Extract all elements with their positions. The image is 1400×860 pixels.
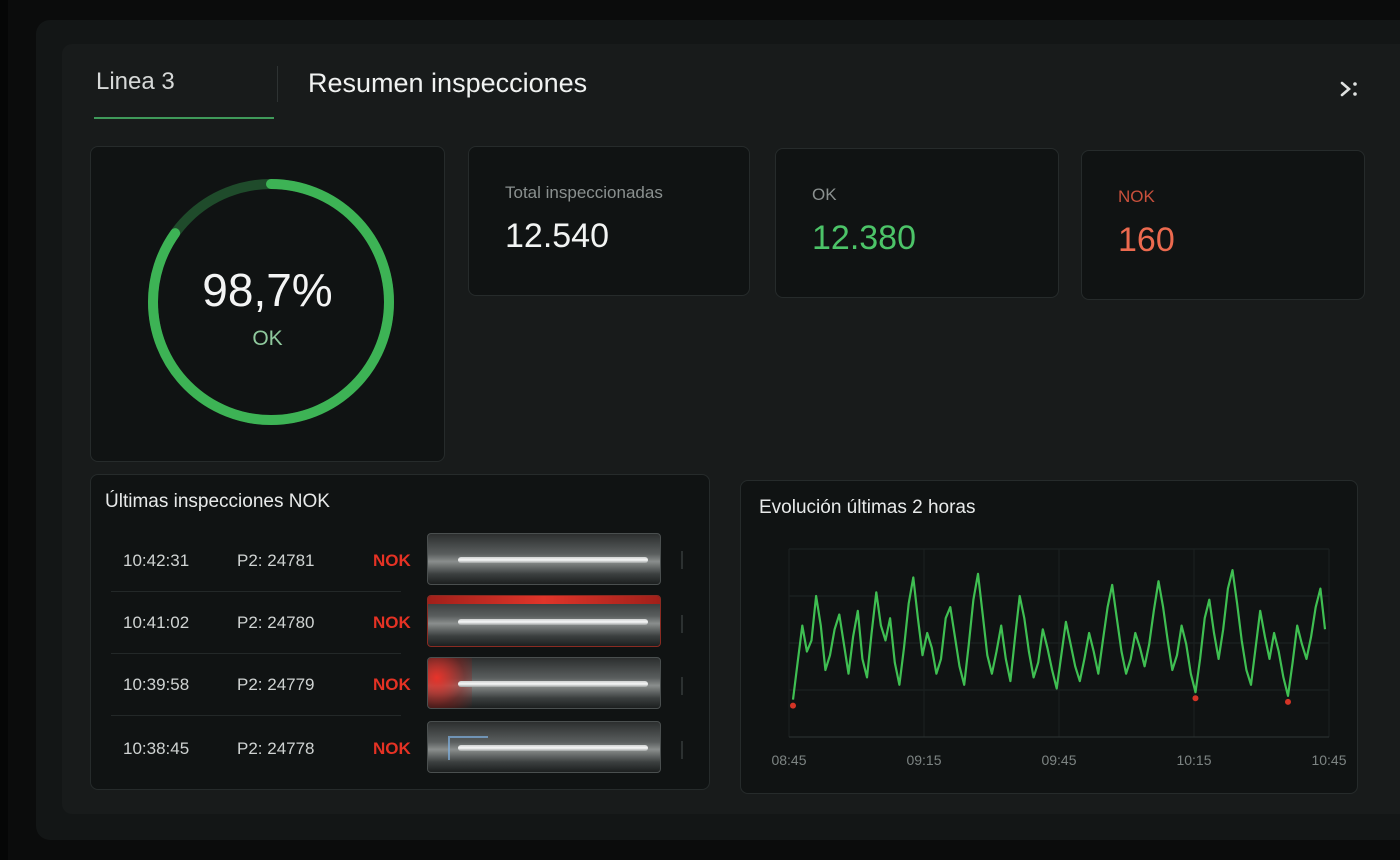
ok-rate-value: 98,7% (202, 264, 333, 316)
nok-status: NOK (373, 675, 411, 694)
nok-time: 10:38:45 (123, 739, 190, 758)
nok-point (1284, 698, 1291, 705)
nok-status: NOK (373, 613, 411, 632)
row-divider (111, 591, 401, 592)
series-line (791, 569, 1327, 700)
row-divider (111, 715, 401, 716)
nok-status: NOK (373, 739, 411, 758)
total-inspected-value: 12.540 (505, 217, 609, 255)
x-tick-label: 10:15 (1176, 752, 1211, 768)
ok-rate-card: 98,7% OK (90, 146, 445, 462)
ok-count-card: OK 12.380 (775, 148, 1059, 298)
x-tick-label: 09:45 (1041, 752, 1076, 768)
nok-part-id: P2: 24780 (237, 613, 315, 632)
nok-thumbnail[interactable] (427, 657, 661, 709)
x-tick-label: 08:45 (771, 752, 806, 768)
latest-nok-card: Últimas inspecciones NOK 10:42:31 P2: 24… (90, 474, 710, 790)
nok-count-label: NOK (1118, 187, 1155, 206)
nok-thumbnail[interactable] (427, 721, 661, 773)
row-handle (681, 615, 683, 633)
row-divider (111, 653, 401, 654)
active-tab-indicator (94, 117, 274, 119)
nok-count-value: 160 (1118, 221, 1175, 259)
nok-part-id: P2: 24778 (237, 739, 315, 758)
x-tick-label: 09:15 (906, 752, 941, 768)
nok-row[interactable]: 10:38:45 P2: 24778 NOK (111, 721, 691, 777)
nok-point (1192, 695, 1199, 702)
tab-linea-3[interactable]: Linea 3 (96, 68, 175, 95)
ok-count-label: OK (812, 185, 837, 204)
x-tick-label: 10:45 (1311, 752, 1346, 768)
nok-time: 10:41:02 (123, 613, 190, 632)
total-inspected-label: Total inspeccionadas (505, 183, 663, 202)
nok-row[interactable]: 10:39:58 P2: 24779 NOK (111, 657, 691, 713)
nok-part-id: P2: 24781 (237, 551, 315, 570)
page-title: Resumen inspecciones (308, 68, 588, 98)
expand-icon[interactable] (1334, 74, 1368, 104)
ok-rate-arc (148, 179, 394, 425)
nok-thumbnail[interactable] (427, 533, 661, 585)
row-handle (681, 551, 683, 569)
ok-count-value: 12.380 (812, 219, 916, 257)
nok-part-id: P2: 24779 (237, 675, 315, 694)
nok-time: 10:39:58 (123, 675, 190, 694)
nok-thumbnail[interactable] (427, 595, 661, 647)
total-inspected-card: Total inspeccionadas 12.540 (468, 146, 750, 296)
nok-status: NOK (373, 551, 411, 570)
nok-count-card: NOK 160 (1081, 150, 1365, 300)
row-handle (681, 677, 683, 695)
header-divider (277, 66, 278, 102)
nok-row[interactable]: 10:41:02 P2: 24780 NOK (111, 595, 691, 651)
latest-nok-title: Últimas inspecciones NOK (105, 491, 330, 512)
evolution-chart-card: Evolución últimas 2 horas 08:45 09:15 09:4… (740, 480, 1358, 794)
ok-rate-gauge (148, 179, 394, 425)
nok-point (790, 702, 796, 709)
nok-time: 10:42:31 (123, 551, 190, 570)
row-handle (681, 741, 683, 759)
chart-title: Evolución últimas 2 horas (759, 497, 976, 518)
nok-row[interactable]: 10:42:31 P2: 24781 NOK (111, 533, 691, 589)
ok-rate-label: OK (252, 327, 283, 350)
evolution-chart: 08:45 09:15 09:45 10:15 10:45 (771, 548, 1347, 768)
